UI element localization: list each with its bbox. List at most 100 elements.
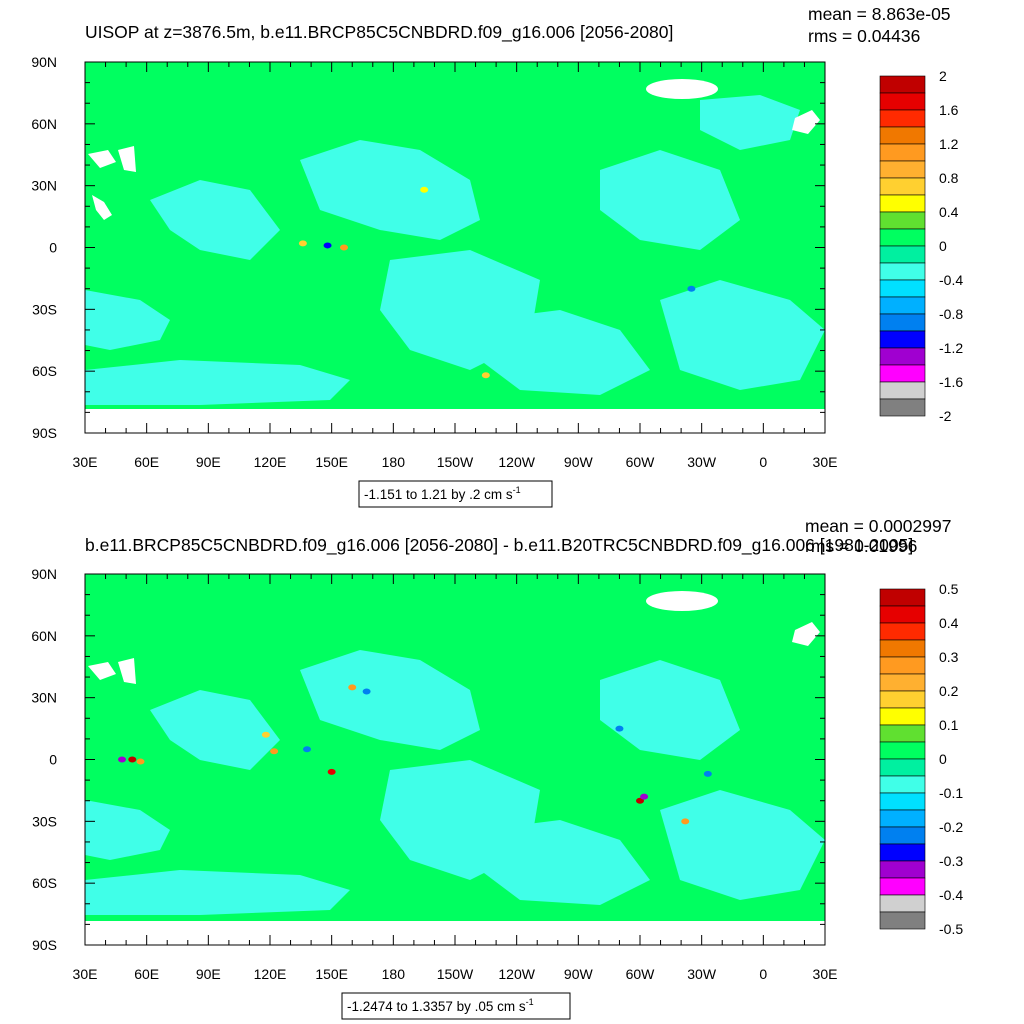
panel-2: mean = 0.0002997 rms = 0.01996 b.e11.BRC… <box>31 516 963 1020</box>
x-tick-label: 120E <box>254 454 287 470</box>
panel-2-range-box: -1.2474 to 1.3357 by .05 cm s-1 <box>341 992 571 1020</box>
panel-1-map: 30E 60E 90E 120E 150E 180 150W 120W 90W 60W 30W 0 30… <box>31 54 837 470</box>
panel-1-range-label: -1.151 to 1.21 by .2 cm s-1 <box>364 485 521 502</box>
colorbar-swatch <box>879 690 926 709</box>
colorbar-swatch <box>879 211 926 230</box>
panel-2-title: b.e11.BRCP85C5CNBDRD.f09_g16.006 [2056-2… <box>85 535 913 556</box>
anomaly-spot <box>636 797 644 804</box>
colorbar-swatch <box>879 758 926 777</box>
anomaly-spot <box>327 768 336 775</box>
anomaly-spot <box>640 793 649 800</box>
colorbar-swatch <box>879 673 926 692</box>
x-tick-label: 60W <box>626 966 656 982</box>
colorbar-label: 0 <box>939 238 947 254</box>
colorbar-swatch <box>879 109 926 128</box>
colorbar-label: 1.2 <box>939 136 959 152</box>
colorbar-swatch <box>879 775 926 794</box>
x-tick-label: 150W <box>437 454 474 470</box>
x-tick-label: 60W <box>626 454 656 470</box>
colorbar-label: 0.8 <box>939 170 959 186</box>
colorbar-swatch <box>879 245 926 264</box>
panel-1-rms: rms = 0.04436 <box>808 26 920 46</box>
colorbar-swatch <box>879 622 926 641</box>
colorbar-label: 0.1 <box>939 717 959 733</box>
x-tick-label: 150E <box>315 454 348 470</box>
x-tick-label: 60E <box>134 454 159 470</box>
colorbar-swatch <box>879 656 926 675</box>
colorbar-swatch <box>879 741 926 760</box>
colorbar-swatch <box>879 894 926 913</box>
y-tick-label: 0 <box>49 240 57 256</box>
colorbar-swatch <box>879 228 926 247</box>
anomaly-spot <box>687 285 696 292</box>
x-tick-label: 30W <box>687 966 717 982</box>
colorbar-swatch <box>879 92 926 111</box>
x-tick-label: 90E <box>196 966 221 982</box>
colorbar-swatch <box>879 792 926 811</box>
colorbar-label: -0.5 <box>939 921 963 937</box>
colorbar-swatch <box>879 605 926 624</box>
panel-1-colorbar: 2 1.6 1.2 0.8 0.4 0 -0.4 -0.8 -1.2 -1.6 -2 <box>879 68 963 424</box>
colorbar-swatch <box>879 724 926 743</box>
panel-2-y-axis: 90N 60N 30N 0 30S 60S 90S <box>31 566 825 953</box>
colorbar-label: 0.5 <box>939 581 959 597</box>
colorbar-label: -1.2 <box>939 340 963 356</box>
colorbar-swatch <box>879 707 926 726</box>
colorbar-swatch <box>879 877 926 896</box>
y-tick-label: 60N <box>31 116 57 132</box>
x-tick-label: 90W <box>564 966 594 982</box>
panel-1-mean: mean = 8.863e-05 <box>808 4 951 24</box>
anomaly-spot <box>136 758 145 765</box>
anomaly-spot <box>703 770 712 777</box>
x-tick-label: 120E <box>254 966 287 982</box>
panel-2-cyan-regions <box>85 650 825 915</box>
colorbar-label: -0.4 <box>939 272 963 288</box>
colorbar-swatch <box>879 177 926 196</box>
panel-2-x-axis: 30E 60E 90E 120E 150E 180 150W 120W 90W 60W 30W 0 30… <box>73 574 837 982</box>
colorbar-label: 0.4 <box>939 204 959 220</box>
colorbar-swatch <box>879 860 926 879</box>
colorbar-swatch <box>879 398 926 417</box>
anomaly-spot <box>340 244 348 251</box>
anomaly-spot <box>348 684 357 691</box>
anomaly-spot <box>362 688 371 695</box>
colorbar-swatch <box>879 194 926 213</box>
colorbar-swatch <box>879 143 926 162</box>
panel-2-colorbar: 0.5 0.4 0.3 0.2 0.1 0 -0.1 -0.2 -0.3 -0.4 -0.5 <box>879 581 963 937</box>
colorbar-label: -0.3 <box>939 853 963 869</box>
colorbar-swatch <box>879 330 926 349</box>
x-tick-label: 180 <box>382 454 406 470</box>
colorbar-swatch <box>879 826 926 845</box>
panel-1-cyan-regions <box>85 95 825 405</box>
y-tick-label: 30S <box>32 813 57 829</box>
panel-2-map: 30E 60E 90E 120E 150E 180 150W 120W 90W 60W 30W 0 30… <box>31 566 837 982</box>
panel-2-mean: mean = 0.0002997 <box>805 516 951 536</box>
colorbar-swatch <box>879 364 926 383</box>
anomaly-spot <box>420 186 429 193</box>
anomaly-spot <box>261 731 270 738</box>
panel-1-title: UISOP at z=3876.5m, b.e11.BRCP85C5CNBDRD… <box>85 22 673 43</box>
colorbar-swatch <box>879 639 926 658</box>
x-tick-label: 120W <box>498 454 535 470</box>
anomaly-spot <box>323 242 332 249</box>
colorbar-swatch <box>879 381 926 400</box>
colorbar-swatch <box>879 262 926 281</box>
colorbar-label: -2 <box>939 408 952 424</box>
x-tick-label: 0 <box>759 966 767 982</box>
y-tick-label: 30N <box>31 178 57 194</box>
panel-2-range-label: -1.2474 to 1.3357 by .05 cm s-1 <box>347 997 534 1014</box>
colorbar-label: -0.4 <box>939 887 963 903</box>
x-tick-label: 60E <box>134 966 159 982</box>
x-tick-label: 30E <box>813 454 838 470</box>
colorbar-label: 2 <box>939 68 947 84</box>
y-tick-label: 90S <box>32 425 57 441</box>
colorbar-label: 0.2 <box>939 683 959 699</box>
y-tick-label: 90N <box>31 566 57 582</box>
y-tick-label: 90N <box>31 54 57 70</box>
colorbar-label: 0.4 <box>939 615 959 631</box>
x-tick-label: 180 <box>382 966 406 982</box>
colorbar-swatch <box>879 75 926 94</box>
y-tick-label: 60S <box>32 875 57 891</box>
anomaly-spot <box>270 748 279 755</box>
colorbar-label: -1.6 <box>939 374 963 390</box>
